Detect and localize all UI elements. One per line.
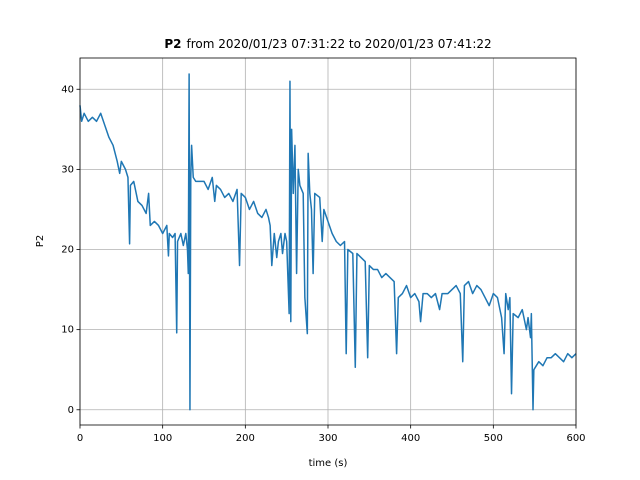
- x-tick-label: 200: [236, 433, 255, 444]
- data-line: [79, 73, 577, 411]
- plot-area: [79, 58, 577, 425]
- x-tick-label: 500: [484, 433, 503, 444]
- y-tick-label: 40: [61, 84, 74, 95]
- x-tick-label: 400: [401, 433, 420, 444]
- y-tick-label: 0: [68, 405, 74, 416]
- y-axis-label: P2: [35, 235, 46, 247]
- x-tick-label: 0: [77, 433, 83, 444]
- title-rest: from 2020/01/23 07:31:22 to 2020/01/23 0…: [186, 37, 491, 51]
- x-axis-label: time (s): [309, 458, 348, 469]
- y-tick-label: 30: [61, 164, 74, 175]
- chart-title: P2 from 2020/01/23 07:31:22 to 2020/01/23…: [164, 37, 491, 51]
- x-tick-label: 100: [153, 433, 172, 444]
- y-tick-label: 20: [61, 245, 74, 256]
- title-bold: P2: [164, 37, 181, 51]
- x-tick-label: 300: [318, 433, 337, 444]
- x-tick-label: 600: [566, 433, 585, 444]
- y-tick-label: 10: [61, 325, 74, 336]
